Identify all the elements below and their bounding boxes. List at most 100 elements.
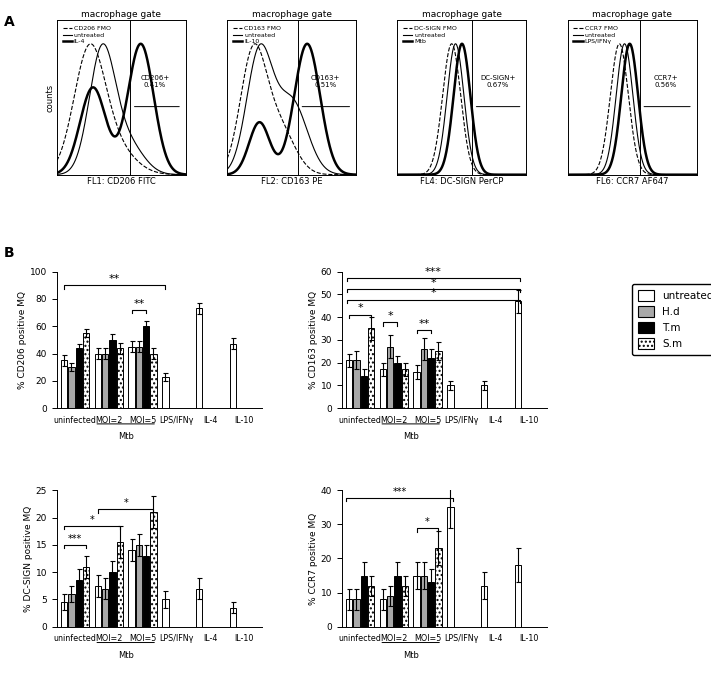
Bar bbox=[380, 599, 386, 627]
Y-axis label: % DC-SIGN positive MQ: % DC-SIGN positive MQ bbox=[24, 506, 33, 611]
Bar bbox=[129, 346, 135, 408]
Text: MOI=2: MOI=2 bbox=[95, 416, 122, 425]
Bar bbox=[95, 354, 101, 408]
Y-axis label: % CD163 positive MQ: % CD163 positive MQ bbox=[309, 290, 318, 389]
Bar bbox=[368, 586, 374, 627]
Text: *: * bbox=[387, 311, 393, 321]
Bar bbox=[360, 576, 367, 627]
Bar bbox=[102, 588, 108, 627]
Bar bbox=[346, 361, 353, 408]
Text: *: * bbox=[123, 498, 128, 508]
Text: B: B bbox=[4, 246, 14, 260]
Bar bbox=[387, 596, 393, 627]
Legend: untreated, H.d, T.m, S.m: untreated, H.d, T.m, S.m bbox=[632, 284, 711, 355]
Legend: DC-SIGN FMO, untreated, Mtb: DC-SIGN FMO, untreated, Mtb bbox=[400, 24, 460, 47]
Text: uninfected: uninfected bbox=[338, 416, 382, 425]
Text: IL-4: IL-4 bbox=[203, 634, 217, 644]
X-axis label: FL1: CD206 FITC: FL1: CD206 FITC bbox=[87, 177, 156, 187]
Bar bbox=[515, 565, 521, 627]
Legend: CD206 FMO, untreated, IL-4: CD206 FMO, untreated, IL-4 bbox=[60, 24, 113, 47]
Bar bbox=[82, 333, 90, 408]
Bar bbox=[346, 599, 353, 627]
Bar bbox=[162, 599, 169, 627]
X-axis label: FL6: CCR7 AF647: FL6: CCR7 AF647 bbox=[596, 177, 668, 187]
Text: **: ** bbox=[109, 274, 120, 284]
Text: MOI=2: MOI=2 bbox=[95, 634, 122, 644]
Bar bbox=[117, 348, 123, 408]
Text: *: * bbox=[431, 288, 437, 299]
Bar bbox=[230, 608, 236, 627]
Bar bbox=[162, 377, 169, 408]
Bar bbox=[481, 386, 487, 408]
Bar bbox=[196, 588, 202, 627]
Bar bbox=[380, 369, 386, 408]
Text: MOI=2: MOI=2 bbox=[380, 416, 407, 425]
Text: IL-4: IL-4 bbox=[488, 416, 502, 425]
Text: *: * bbox=[431, 278, 437, 288]
Title: macrophage gate: macrophage gate bbox=[81, 10, 161, 20]
Bar bbox=[413, 576, 419, 627]
Bar bbox=[435, 351, 442, 408]
Bar bbox=[95, 586, 101, 627]
Legend: CCR7 FMO, untreated, LPS/IFNγ: CCR7 FMO, untreated, LPS/IFNγ bbox=[571, 24, 620, 47]
Text: Mtb: Mtb bbox=[118, 432, 134, 441]
Text: DC-SIGN+
0.67%: DC-SIGN+ 0.67% bbox=[481, 75, 515, 88]
Text: IL-10: IL-10 bbox=[234, 634, 253, 644]
Text: IL-4: IL-4 bbox=[488, 634, 502, 644]
Bar bbox=[143, 556, 149, 627]
Y-axis label: % CD206 positive MQ: % CD206 positive MQ bbox=[18, 291, 27, 389]
Bar bbox=[136, 346, 142, 408]
Text: CD163+
0.51%: CD163+ 0.51% bbox=[311, 75, 340, 88]
Text: IL-4: IL-4 bbox=[203, 416, 217, 425]
Text: CCR7+
0.56%: CCR7+ 0.56% bbox=[653, 75, 678, 88]
Text: uninfected: uninfected bbox=[338, 634, 382, 644]
Bar bbox=[421, 576, 427, 627]
Text: **: ** bbox=[418, 319, 429, 328]
Bar bbox=[428, 582, 434, 627]
Text: A: A bbox=[4, 15, 14, 29]
Text: Mtb: Mtb bbox=[402, 650, 419, 660]
Bar bbox=[435, 548, 442, 627]
Text: IL-10: IL-10 bbox=[519, 634, 538, 644]
Text: ***: *** bbox=[68, 534, 82, 544]
Bar bbox=[481, 586, 487, 627]
Bar bbox=[353, 599, 360, 627]
Bar bbox=[102, 354, 108, 408]
Bar bbox=[109, 572, 116, 627]
Bar bbox=[360, 376, 367, 408]
Bar bbox=[150, 354, 156, 408]
Bar bbox=[402, 586, 408, 627]
Text: LPS/IFNγ: LPS/IFNγ bbox=[444, 634, 479, 644]
Bar bbox=[68, 367, 75, 408]
Text: ***: *** bbox=[392, 487, 407, 497]
Bar bbox=[387, 346, 393, 408]
Legend: CD163 FMO, untreated, IL-10: CD163 FMO, untreated, IL-10 bbox=[230, 24, 284, 47]
Text: uninfected: uninfected bbox=[53, 634, 97, 644]
Text: IL-10: IL-10 bbox=[519, 416, 538, 425]
Bar bbox=[428, 358, 434, 408]
Text: MOI=2: MOI=2 bbox=[380, 634, 407, 644]
X-axis label: FL4: DC-SIGN PerCP: FL4: DC-SIGN PerCP bbox=[420, 177, 503, 187]
Y-axis label: counts: counts bbox=[45, 84, 54, 111]
Text: MOI=5: MOI=5 bbox=[414, 416, 442, 425]
Text: LPS/IFNγ: LPS/IFNγ bbox=[159, 416, 193, 425]
Bar bbox=[515, 301, 521, 408]
Text: *: * bbox=[425, 518, 430, 527]
X-axis label: FL2: CD163 PE: FL2: CD163 PE bbox=[261, 177, 322, 187]
Text: MOI=5: MOI=5 bbox=[129, 634, 156, 644]
Bar bbox=[61, 603, 68, 627]
Bar bbox=[395, 576, 401, 627]
Bar bbox=[117, 542, 123, 627]
Text: IL-10: IL-10 bbox=[234, 416, 253, 425]
Bar bbox=[421, 349, 427, 408]
Text: LPS/IFNγ: LPS/IFNγ bbox=[159, 634, 193, 644]
Y-axis label: % CCR7 positive MQ: % CCR7 positive MQ bbox=[309, 512, 318, 605]
Title: macrophage gate: macrophage gate bbox=[592, 10, 673, 20]
Text: Mtb: Mtb bbox=[118, 650, 134, 660]
Text: MOI=5: MOI=5 bbox=[129, 416, 156, 425]
Text: LPS/IFNγ: LPS/IFNγ bbox=[444, 416, 479, 425]
Bar bbox=[353, 361, 360, 408]
Title: macrophage gate: macrophage gate bbox=[422, 10, 502, 20]
Bar bbox=[395, 363, 401, 408]
Bar bbox=[75, 348, 82, 408]
